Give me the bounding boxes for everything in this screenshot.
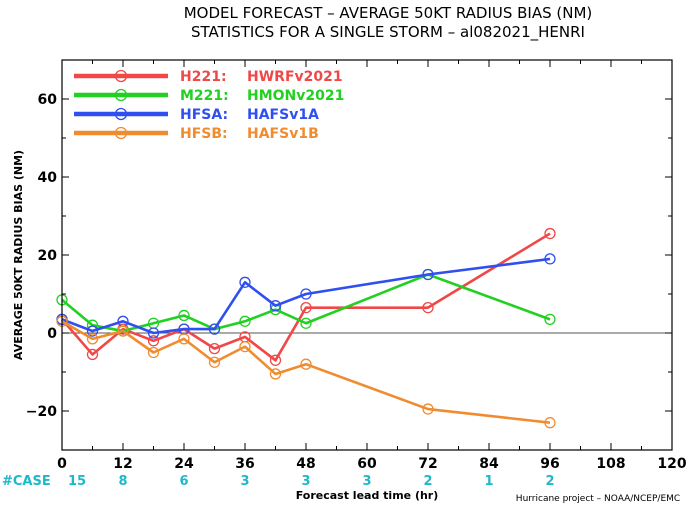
credit-text: Hurricane project – NOAA/NCEP/EMC — [516, 494, 680, 504]
data-point — [544, 253, 556, 265]
x-tick-label: 72 — [418, 456, 437, 472]
legend-item-hmonv2021: M221: HMONv2021 — [74, 88, 344, 104]
data-point — [269, 368, 282, 380]
y-tick-label: 40 — [38, 170, 58, 186]
series-hwrfv2021 — [56, 227, 556, 366]
legend-marker — [114, 126, 128, 140]
case-count: 8 — [118, 474, 127, 489]
data-point — [300, 288, 312, 300]
y-tick-label: 0 — [47, 326, 57, 342]
x-tick-label: 120 — [657, 456, 686, 472]
legend-code: H221: — [180, 69, 227, 85]
x-tick-label: 96 — [540, 456, 559, 472]
legend-code: M221: — [180, 88, 229, 104]
y-tick-label: 20 — [38, 248, 58, 264]
x-tick-label: 84 — [479, 456, 499, 472]
data-point — [147, 327, 160, 339]
data-point — [300, 358, 312, 370]
y-axis-label: AVERAGE 50KT RADIUS BIAS (NM) — [12, 150, 25, 360]
data-point — [422, 403, 434, 415]
case-count: 3 — [301, 474, 310, 489]
case-count: 3 — [362, 474, 371, 489]
case-count: 2 — [423, 474, 432, 489]
case-label: #CASE — [2, 474, 51, 489]
x-axis-label: Forecast lead time (hr) — [296, 489, 439, 502]
series-line — [61, 232, 551, 362]
case-count: 2 — [545, 474, 554, 489]
data-point — [178, 333, 190, 345]
y-tick-label: −20 — [26, 404, 57, 420]
series-layer — [56, 227, 556, 429]
x-tick-label: 36 — [235, 456, 254, 472]
case-count: 1 — [484, 474, 493, 489]
data-point — [147, 346, 160, 359]
data-point — [544, 313, 556, 326]
legend-item-hwrfv2021: H221: HWRFv2021 — [74, 69, 343, 85]
data-point — [269, 300, 282, 312]
data-point — [86, 333, 99, 345]
series-hafsv1a — [56, 253, 556, 339]
data-point — [544, 417, 556, 429]
legend-item-hafsv1b: HFSB: HAFSv1B — [74, 126, 319, 142]
data-point — [239, 340, 251, 353]
x-tick-label: 48 — [296, 456, 315, 472]
legend-marker — [114, 107, 128, 121]
legend-item-hafsv1a: HFSA: HAFSv1A — [74, 107, 319, 123]
series-line — [61, 320, 551, 424]
legend-name: HWRFv2021 — [247, 69, 343, 85]
case-count: 15 — [68, 474, 86, 489]
chart-title-line2: STATISTICS FOR A SINGLE STORM – al082021… — [191, 23, 585, 42]
x-tick-label: 0 — [57, 456, 67, 472]
x-tick-label: 12 — [113, 456, 132, 472]
data-point — [117, 325, 129, 337]
data-point — [208, 323, 221, 335]
x-tick-label: 108 — [596, 456, 625, 472]
data-point — [178, 309, 190, 322]
series-line — [61, 257, 551, 335]
legend-name: HAFSv1A — [247, 107, 319, 123]
x-tick-label: 24 — [174, 456, 194, 472]
chart-title-line1: MODEL FORECAST – AVERAGE 50KT RADIUS BIA… — [184, 4, 593, 22]
data-point — [86, 325, 99, 337]
data-point — [147, 335, 160, 347]
legend-name: HMONv2021 — [247, 88, 344, 104]
legend-marker — [114, 88, 128, 102]
legend-code: HFSA: — [180, 107, 228, 123]
y-tick-label: 60 — [38, 92, 58, 108]
data-point — [269, 354, 282, 366]
series-hafsv1b — [56, 315, 556, 429]
case-count: 6 — [179, 474, 188, 489]
case-count: 3 — [240, 474, 249, 489]
data-point — [422, 301, 434, 314]
data-point — [422, 268, 434, 281]
data-point — [300, 301, 312, 314]
data-point — [208, 356, 221, 368]
data-point — [239, 276, 251, 288]
legend-code: HFSB: — [180, 126, 228, 142]
legend: H221: HWRFv2021 M221: HMONv2021 HFSA: HAFSv1A… — [74, 69, 344, 142]
plot-frame — [61, 59, 673, 451]
x-tick-label: 60 — [357, 456, 377, 472]
data-point — [208, 342, 221, 355]
data-point — [544, 227, 556, 240]
legend-marker — [114, 69, 128, 83]
data-point — [239, 315, 251, 327]
data-point — [86, 348, 99, 361]
data-point — [300, 317, 312, 329]
legend-name: HAFSv1B — [247, 126, 319, 142]
